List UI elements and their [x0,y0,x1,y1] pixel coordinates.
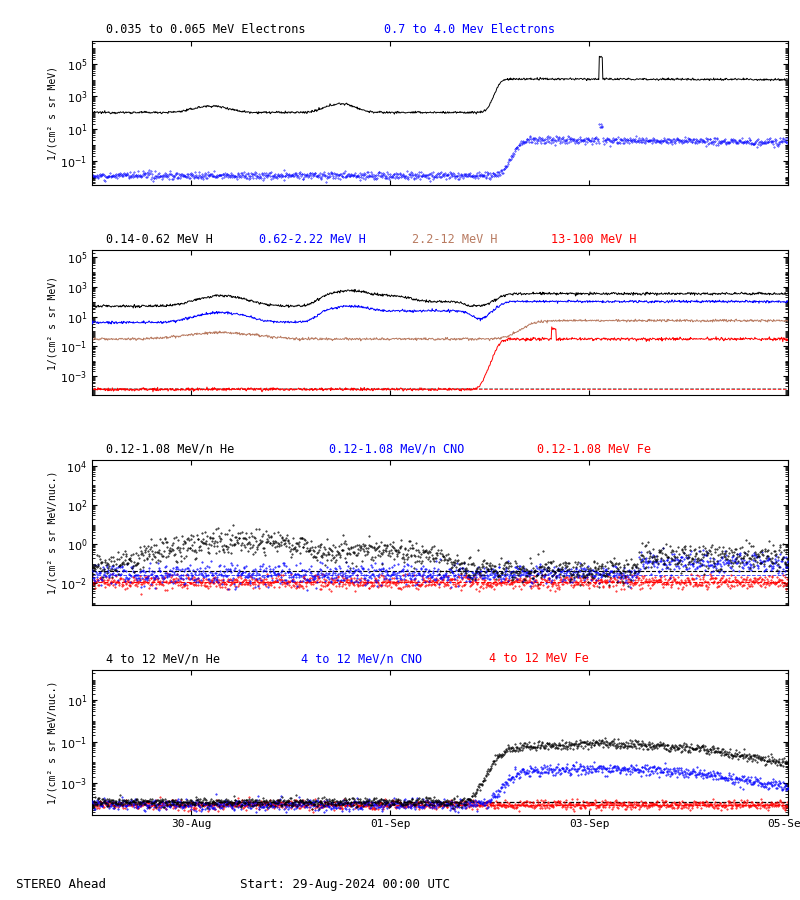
Text: 0.12-1.08 MeV/n CNO: 0.12-1.08 MeV/n CNO [329,443,464,455]
Text: 0.62-2.22 MeV H: 0.62-2.22 MeV H [259,233,366,246]
Text: 4 to 12 MeV Fe: 4 to 12 MeV Fe [489,652,589,665]
Text: 0.035 to 0.065 MeV Electrons: 0.035 to 0.065 MeV Electrons [106,23,306,36]
Text: 0.14-0.62 MeV H: 0.14-0.62 MeV H [106,233,213,246]
Y-axis label: 1/(cm² s sr MeV): 1/(cm² s sr MeV) [47,66,58,160]
Text: 2.2-12 MeV H: 2.2-12 MeV H [412,233,498,246]
Text: 13-100 MeV H: 13-100 MeV H [551,233,637,246]
Text: 0.7 to 4.0 Mev Electrons: 0.7 to 4.0 Mev Electrons [384,23,555,36]
Text: 0.12-1.08 MeV/n He: 0.12-1.08 MeV/n He [106,443,234,455]
Y-axis label: 1/(cm² s sr MeV): 1/(cm² s sr MeV) [47,275,58,370]
Text: 4 to 12 MeV/n CNO: 4 to 12 MeV/n CNO [301,652,422,665]
Text: 0.12-1.08 MeV Fe: 0.12-1.08 MeV Fe [538,443,651,455]
Y-axis label: 1/(cm² s sr MeV/nuc.): 1/(cm² s sr MeV/nuc.) [47,680,58,804]
Text: STEREO Ahead: STEREO Ahead [16,878,106,891]
Text: Start: 29-Aug-2024 00:00 UTC: Start: 29-Aug-2024 00:00 UTC [240,878,450,891]
Text: 4 to 12 MeV/n He: 4 to 12 MeV/n He [106,652,220,665]
Y-axis label: 1/(cm² s sr MeV/nuc.): 1/(cm² s sr MeV/nuc.) [47,471,58,594]
